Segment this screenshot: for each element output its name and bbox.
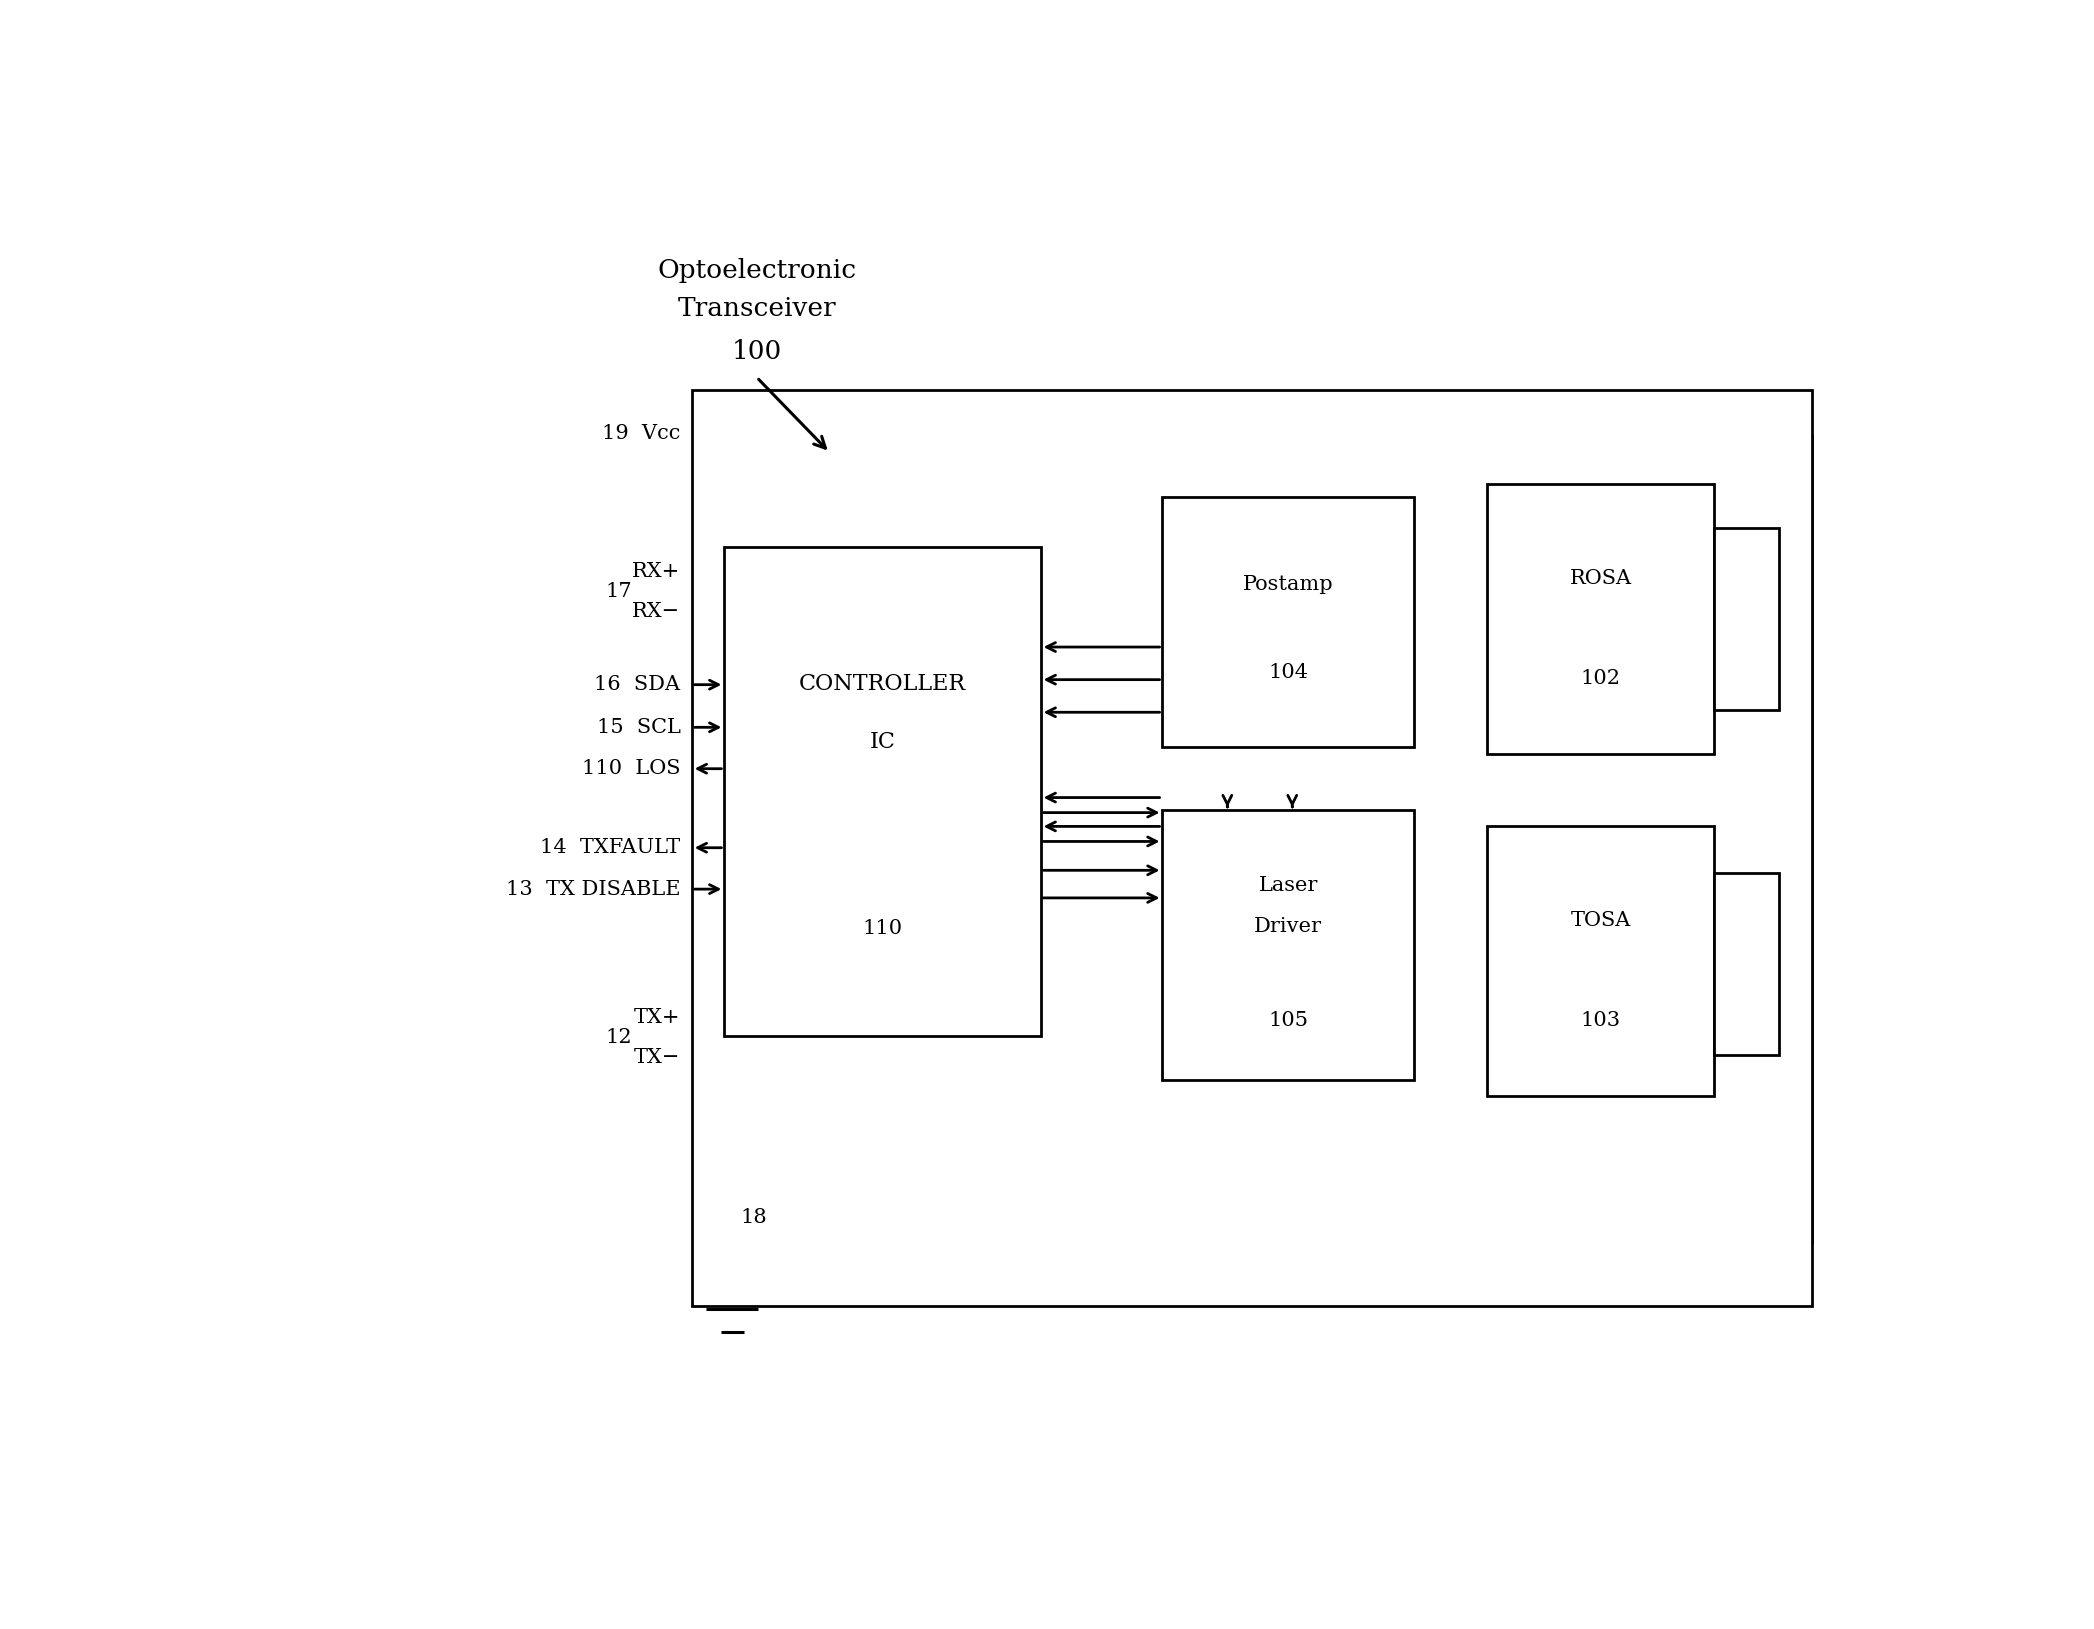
Text: TX−: TX− [634,1047,681,1067]
Text: 12: 12 [605,1028,632,1047]
Bar [725,547,1041,1036]
Text: Postamp: Postamp [1244,575,1334,595]
Text: 105: 105 [1269,1012,1309,1030]
Text: 13  TX DISABLE: 13 TX DISABLE [507,880,681,899]
Text: 104: 104 [1269,663,1309,681]
Text: Optoelectronic: Optoelectronic [658,259,856,283]
Text: CONTROLLER: CONTROLLER [800,673,965,694]
Text: 14  TXFAULT: 14 TXFAULT [540,839,681,857]
Text: TX+: TX+ [634,1008,681,1026]
Text: TOSA: TOSA [1570,911,1631,930]
Text: 110: 110 [863,919,903,938]
Text: RX+: RX+ [632,562,681,582]
Text: 16  SDA: 16 SDA [595,674,681,694]
Text: RX−: RX− [632,603,681,621]
Text: 15  SCL: 15 SCL [597,718,681,736]
Text: ROSA: ROSA [1570,569,1631,588]
Text: 110  LOS: 110 LOS [582,759,681,779]
Text: Driver: Driver [1254,917,1321,935]
Bar [1715,528,1780,710]
Bar [1162,497,1413,748]
Bar [1162,810,1413,1080]
Text: 102: 102 [1581,668,1621,687]
Text: 17: 17 [605,582,632,601]
Text: Transceiver: Transceiver [676,296,836,321]
Bar [1487,484,1715,754]
Text: 19  Vcc: 19 Vcc [603,424,681,443]
Bar [1487,826,1715,1096]
Text: IC: IC [869,731,896,753]
Text: 18: 18 [741,1209,766,1227]
Bar [1715,873,1780,1054]
Text: Laser: Laser [1258,876,1317,894]
Bar [691,389,1811,1305]
Text: 100: 100 [731,339,781,363]
Text: 103: 103 [1581,1012,1621,1030]
